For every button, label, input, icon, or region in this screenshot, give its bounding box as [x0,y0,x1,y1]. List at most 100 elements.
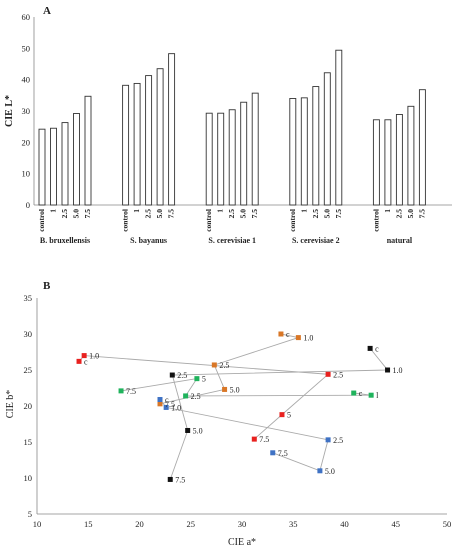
scatter-point-label: l [376,391,379,400]
panel-label-a: A [43,5,51,17]
bar-category-label: 2.5 [144,209,153,219]
bar [372,119,380,206]
scatter-point [368,392,374,398]
bar-category-label: control [204,209,213,232]
bar-group-label: S. cerevisiae 1 [208,236,256,245]
bar-y-tick-label: 50 [22,43,31,53]
scatter-x-tick-label: 40 [340,519,349,529]
scatter-point [167,476,173,482]
scatter-point-label: 5 [287,411,291,420]
scatter-y-tick-label: 15 [24,437,33,447]
scatter-y-tick-label: 25 [24,365,33,375]
scatter-x-tick-label: 50 [443,519,452,529]
bar-category-label: 1 [216,209,225,213]
scatter-point [157,401,163,407]
bar [50,127,57,206]
scatter-point [367,345,373,351]
bar [205,112,213,206]
scatter-point-label: 2.5 [177,371,187,380]
bar [73,113,80,206]
scatter-point-labels: c1.02.55.07.5c 1.02.55.07.5c1.02.557.5c l2… [84,330,403,484]
scatter-point [118,388,124,394]
scatter-point [185,427,191,433]
bar-category-label: 5.0 [322,209,331,219]
bar-category-label: 5.0 [406,209,415,219]
bar [312,86,320,206]
scatter-point [163,404,169,410]
scatter-point [278,331,284,337]
bar [145,75,153,206]
scatter-y-tick-label: 20 [24,401,33,411]
bar-y-tick-label: 60 [22,12,31,22]
bar-group-label: S. bayanus [130,236,167,245]
panel-label-b: B [43,280,51,292]
scatter-connector [78,355,330,440]
scatter-x-ticks: 10 15 20 25 30 35 40 45 50 [33,519,452,529]
scatter-point-label: 2.5 [191,392,201,401]
bar-category-label: 1 [49,209,58,213]
bar [122,84,130,206]
scatter-connector [120,377,372,397]
scatter-connector-lines [78,333,389,480]
scatter-point-label: 5 [202,375,206,384]
scatter-point [157,397,163,403]
bar-category-label: 2.5 [227,209,236,219]
bar-category-label: 5.0 [72,209,81,219]
scatter-point-label: 1.0 [303,334,313,343]
scatter-y-tick-label: 30 [24,329,33,339]
bar-category-label: control [288,209,297,232]
scatter-point [279,412,285,418]
scatter-connector [159,399,329,472]
scatter-point-label: c [84,357,88,366]
bar-y-tick-label: 0 [26,200,30,210]
bar-category-label: 7.5 [167,209,176,219]
scatter-point-label: c [359,389,363,398]
bar [217,112,225,206]
scatter-y-axis-label: CIE b* [5,390,16,419]
scatter-x-tick-label: 15 [84,519,93,529]
bar [407,105,415,206]
scatter-point-label: 7.5 [259,435,269,444]
scatter-point [222,386,228,392]
bar-category-label: control [37,209,46,232]
bar-y-tick-label: 10 [22,169,31,179]
bar [300,97,308,206]
bar [61,122,69,206]
scatter-point [325,437,331,443]
scatter-x-tick-label: 45 [392,519,401,529]
bar-group-label: B. bruxellensis [40,236,90,245]
scatter-y-ticks: 5 10 15 20 25 30 35 [24,293,33,519]
scatter-x-tick-label: 10 [33,519,42,529]
scatter-point [251,436,257,442]
bar-category-label: 2.5 [311,209,320,219]
scatter-y-tick-label: 10 [24,473,33,483]
bar-y-axis-label: CIE L* [4,95,15,127]
bar-category-label: 1 [383,209,392,213]
bar-y-tick-label: 20 [22,137,31,147]
bar-category-label: 2.5 [60,209,69,219]
scatter-point [76,358,82,364]
scatter-point-label: 5.0 [193,426,203,435]
bar [251,92,259,206]
bar-group-label: S. cerevisiae 2 [292,236,340,245]
bar-category-label: control [371,209,380,232]
bar [84,95,92,206]
scatter-point-label: 7.5 [165,400,175,409]
scatter-y-tick-label: 5 [28,509,32,519]
scatter-point-label: 1.0 [393,366,403,375]
bar-category-label: 7.5 [334,209,343,219]
bar-category-labels: control 1 2.5 5.0 7.5 control 1 2.5 5.0 7.5 contro… [37,209,426,232]
scatter-point [183,393,189,399]
scatter-point [81,353,87,359]
scatter-point [211,362,217,368]
scatter-point [194,376,200,382]
bar [133,82,141,206]
bar-category-label: 7.5 [250,209,259,219]
bar [240,101,248,206]
bar-series [38,49,426,206]
bar [156,68,164,206]
bar-y-tick-label: 30 [22,106,31,116]
scatter-y-tick-label: 35 [24,293,33,303]
scatter-point-label: 1.0 [171,403,181,412]
